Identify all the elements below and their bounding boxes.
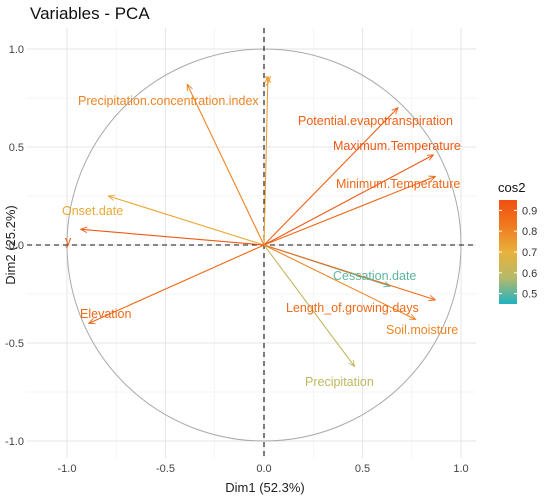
- arrow-y: [263, 76, 268, 246]
- arrow-soil-moisture: [263, 244, 416, 319]
- legend-color-bar: [499, 200, 517, 304]
- variable-label: Length_of.growing.days: [286, 301, 419, 315]
- arrow-potential-evapotranspiration: [263, 108, 398, 246]
- x-tick-label: 0.5: [355, 463, 370, 475]
- x-tick-label: 0.0: [256, 463, 271, 475]
- chart-title: Variables - PCA: [30, 4, 150, 23]
- arrow-length-of-growing-days: [263, 244, 435, 300]
- x-tick-label: -1.0: [58, 463, 77, 475]
- legend-tick-label: 0.7: [522, 247, 537, 259]
- legend-tick-label: 0.9: [522, 205, 537, 217]
- legend-tick-label: 0.6: [522, 268, 537, 280]
- y-tick-label: -0.5: [5, 338, 24, 350]
- variable-label: Elevation: [80, 307, 131, 321]
- variable-label: Potential.evapotranspiration: [298, 114, 453, 128]
- arrow-onset-date: [108, 196, 265, 246]
- legend: cos2 0.9 0.8 0.7 0.6 0.5: [498, 180, 537, 304]
- variable-label: Maximum.Temperature: [333, 139, 461, 153]
- y-tick-label: -1.0: [5, 436, 24, 448]
- arrow-precipitation: [263, 244, 355, 367]
- arrow-elevation: [89, 244, 265, 324]
- arrow-minimum-temperature: [263, 176, 435, 246]
- x-tick-label: -0.5: [156, 463, 175, 475]
- y-tick-label: 0.5: [9, 142, 24, 154]
- variable-label: Precipitation.concentration.index: [78, 94, 259, 108]
- variable-label: Precipitation: [305, 375, 374, 389]
- legend-title: cos2: [498, 180, 525, 195]
- y-tick-label: 0.0: [9, 240, 24, 252]
- y-axis-label: Dim2 (25.2%): [3, 205, 18, 284]
- x-axis-label: Dim1 (52.3%): [225, 480, 304, 495]
- legend-tick-label: 0.8: [522, 226, 537, 238]
- variable-label: Onset.date: [62, 204, 123, 218]
- legend-tick-label: 0.5: [522, 289, 537, 301]
- y-tick-label: 1.0: [9, 44, 24, 56]
- arrow-y: [81, 229, 265, 246]
- variable-label: Soil.moisture: [386, 323, 458, 337]
- arrow-precipitation-concentration-index: [186, 84, 265, 246]
- variable-label: y: [265, 72, 272, 86]
- variable-label: Minimum.Temperature: [336, 177, 460, 191]
- variable-label: y: [65, 234, 72, 248]
- x-tick-label: 1.0: [453, 463, 468, 475]
- plot-area: -1.0 -0.5 0.0 0.5 1.0 1.0 0.5 0.0 -0.5 -1.0 y Preci…: [5, 28, 476, 475]
- arrow-maximum-temperature: [263, 155, 433, 246]
- variable-label: Cessation.date: [333, 269, 416, 283]
- plot-background: [27, 28, 476, 458]
